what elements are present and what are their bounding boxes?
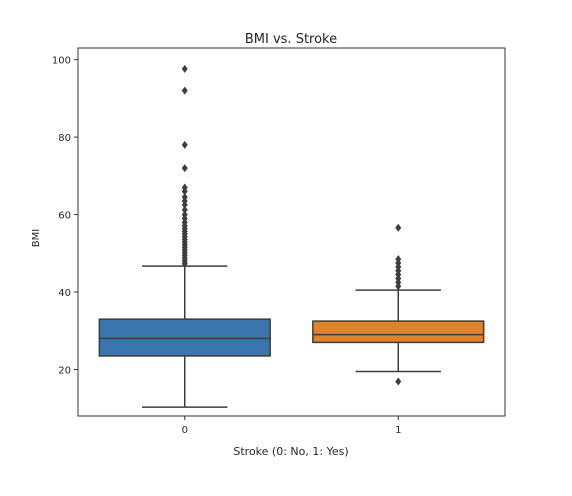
outlier-point [181,183,188,192]
y-tick-label: 60 [58,211,71,222]
box-iqr [98,318,271,357]
box-group-0 [98,64,271,408]
outlier-point [181,193,188,202]
boxes [98,64,485,408]
y-tick-label: 100 [52,56,71,67]
outlier-point [181,205,188,214]
outlier-point [395,377,402,386]
y-axis: 20 40 60 80 100 [52,56,78,377]
outlier-point [181,64,188,73]
outlier-point [181,164,188,173]
x-axis-label: Stroke (0: No, 1: Yes) [233,445,348,458]
outlier-point [181,86,188,95]
y-axis-label: BMI [31,229,42,247]
x-tick-label: 1 [395,425,401,436]
y-tick-label: 20 [58,366,71,377]
box-group-1 [312,223,485,386]
box-iqr [312,320,485,344]
outlier-point [181,210,188,219]
x-tick-label: 0 [182,425,188,436]
plot-frame [77,47,506,417]
outlier-point [395,255,402,264]
outlier-point [395,223,402,232]
y-tick-label: 40 [58,288,71,299]
y-tick-label: 80 [58,133,71,144]
outlier-point [181,140,188,149]
chart-title: BMI vs. Stroke [245,32,337,47]
